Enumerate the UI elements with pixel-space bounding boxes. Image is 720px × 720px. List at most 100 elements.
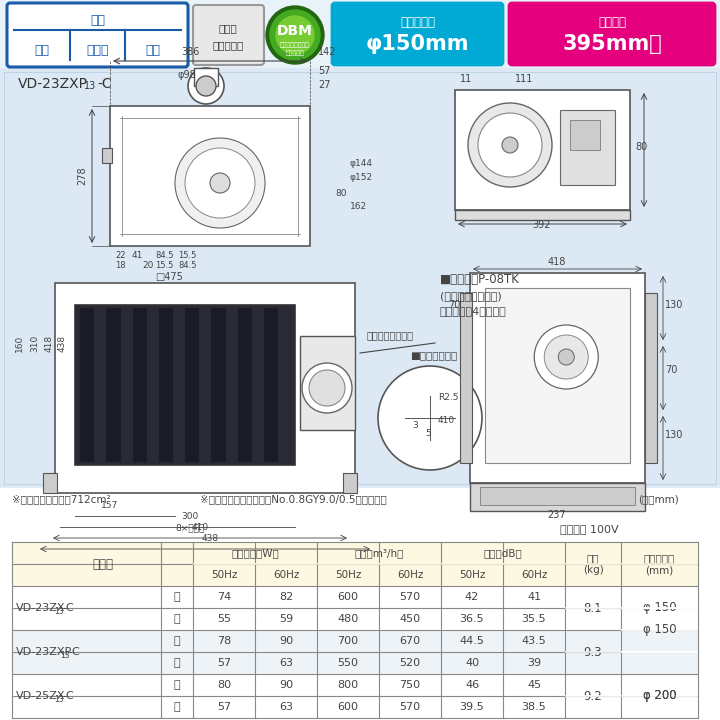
Text: □475: □475 [155,272,183,282]
Text: 600: 600 [338,702,359,712]
Bar [110,106,310,246]
Text: φ144: φ144 [350,159,373,168]
Text: 438: 438 [202,534,219,543]
Circle shape [302,363,352,413]
Text: 80: 80 [635,142,647,152]
Text: φ150mm: φ150mm [366,34,469,54]
Text: 278: 278 [77,167,87,185]
Bar [264,308,278,462]
Text: 80: 80 [217,680,231,690]
Text: ﾅﾁｭﾗﾙﾊﾞｽ: ﾅﾁｭﾗﾙﾊﾞｽ [280,42,310,48]
Bar [4,72,716,484]
Text: 形　名: 形 名 [92,557,113,570]
Text: 13: 13 [60,650,70,660]
Text: 強: 強 [174,680,180,690]
Bar [560,110,615,185]
Bar [570,120,600,150]
Circle shape [378,366,482,470]
Circle shape [266,6,324,64]
Text: 風量（m³/h）: 風量（m³/h） [354,548,404,558]
Text: 弱: 弱 [174,658,180,668]
Text: 84.5: 84.5 [178,261,197,270]
Bar [460,293,472,463]
Text: 接続パイプ
(mm): 接続パイプ (mm) [644,553,675,575]
FancyBboxPatch shape [7,3,188,67]
Text: 50Hz: 50Hz [335,570,361,580]
Text: ※グリル開口面積は712cm²: ※グリル開口面積は712cm² [12,494,111,504]
Bar [12,630,698,674]
FancyBboxPatch shape [509,3,715,65]
Text: -C: -C [68,647,80,657]
Text: 78: 78 [217,636,231,646]
Text: 8.1: 8.1 [584,601,603,614]
Bar [455,90,630,210]
Circle shape [544,335,588,379]
FancyBboxPatch shape [193,5,264,65]
Bar [300,336,355,430]
Text: ■天吊金具P-08TK: ■天吊金具P-08TK [440,273,520,286]
Text: シャッター: シャッター [212,40,243,50]
Circle shape [478,113,542,177]
Text: 13: 13 [55,606,64,616]
Bar [12,542,698,586]
Text: 38.5: 38.5 [521,702,546,712]
Text: 59: 59 [279,614,293,624]
Text: VD-23ZX: VD-23ZX [16,603,66,613]
Text: 70: 70 [665,365,678,375]
Bar [343,473,357,493]
Text: 41: 41 [527,592,541,602]
Text: 57: 57 [217,702,231,712]
Bar [0,0,720,68]
Text: 5: 5 [425,429,431,438]
Text: 438: 438 [58,334,66,351]
Text: 43.5: 43.5 [521,636,546,646]
Text: ※グリル色調はマンセルNo.0.8GY9.0/0.5（近似色）: ※グリル色調はマンセルNo.0.8GY9.0/0.5（近似色） [200,494,387,504]
Text: 84.5: 84.5 [155,251,174,260]
Text: 27: 27 [318,80,330,90]
Bar [211,308,225,462]
Text: 39: 39 [527,658,541,668]
Text: 55: 55 [217,614,231,624]
Circle shape [270,10,320,60]
Text: 130: 130 [665,300,683,310]
Text: 8×据付穴: 8×据付穴 [175,523,204,532]
Circle shape [276,16,314,54]
Text: 160: 160 [14,334,24,351]
Text: 36.5: 36.5 [459,614,485,624]
Text: 騒音（dB）: 騒音（dB） [484,548,523,558]
Text: 50Hz: 50Hz [211,570,237,580]
Bar [107,308,121,462]
Text: 9.2: 9.2 [584,690,603,703]
Text: 570: 570 [400,592,420,602]
Text: 57: 57 [318,66,330,76]
Text: R2.5: R2.5 [438,393,459,402]
Text: 42: 42 [465,592,479,602]
Bar [80,308,94,462]
Bar [102,148,112,163]
Bar [185,308,199,462]
Text: φ 150: φ 150 [643,601,676,614]
Text: 居間: 居間 [35,43,50,56]
Text: 90: 90 [279,680,293,690]
Text: 60Hz: 60Hz [273,570,300,580]
Text: 63: 63 [279,702,293,712]
Text: 410: 410 [438,416,455,425]
Text: 750: 750 [400,680,420,690]
Text: 弱: 弱 [174,702,180,712]
Text: 40: 40 [465,658,479,668]
Circle shape [188,68,224,104]
Text: 57: 57 [217,658,231,668]
Bar [645,293,657,463]
Text: 風圧式: 風圧式 [219,23,238,33]
Text: 店舗: 店舗 [145,43,161,56]
Text: 310: 310 [30,334,40,351]
Text: 550: 550 [338,658,359,668]
Text: 392: 392 [533,220,551,230]
Text: 消費電力（W）: 消費電力（W） [231,548,279,558]
Bar [480,487,635,505]
Bar [55,283,355,493]
Circle shape [534,325,598,389]
Circle shape [210,173,230,193]
Text: 44.5: 44.5 [459,636,485,646]
Text: 35.5: 35.5 [522,614,546,624]
